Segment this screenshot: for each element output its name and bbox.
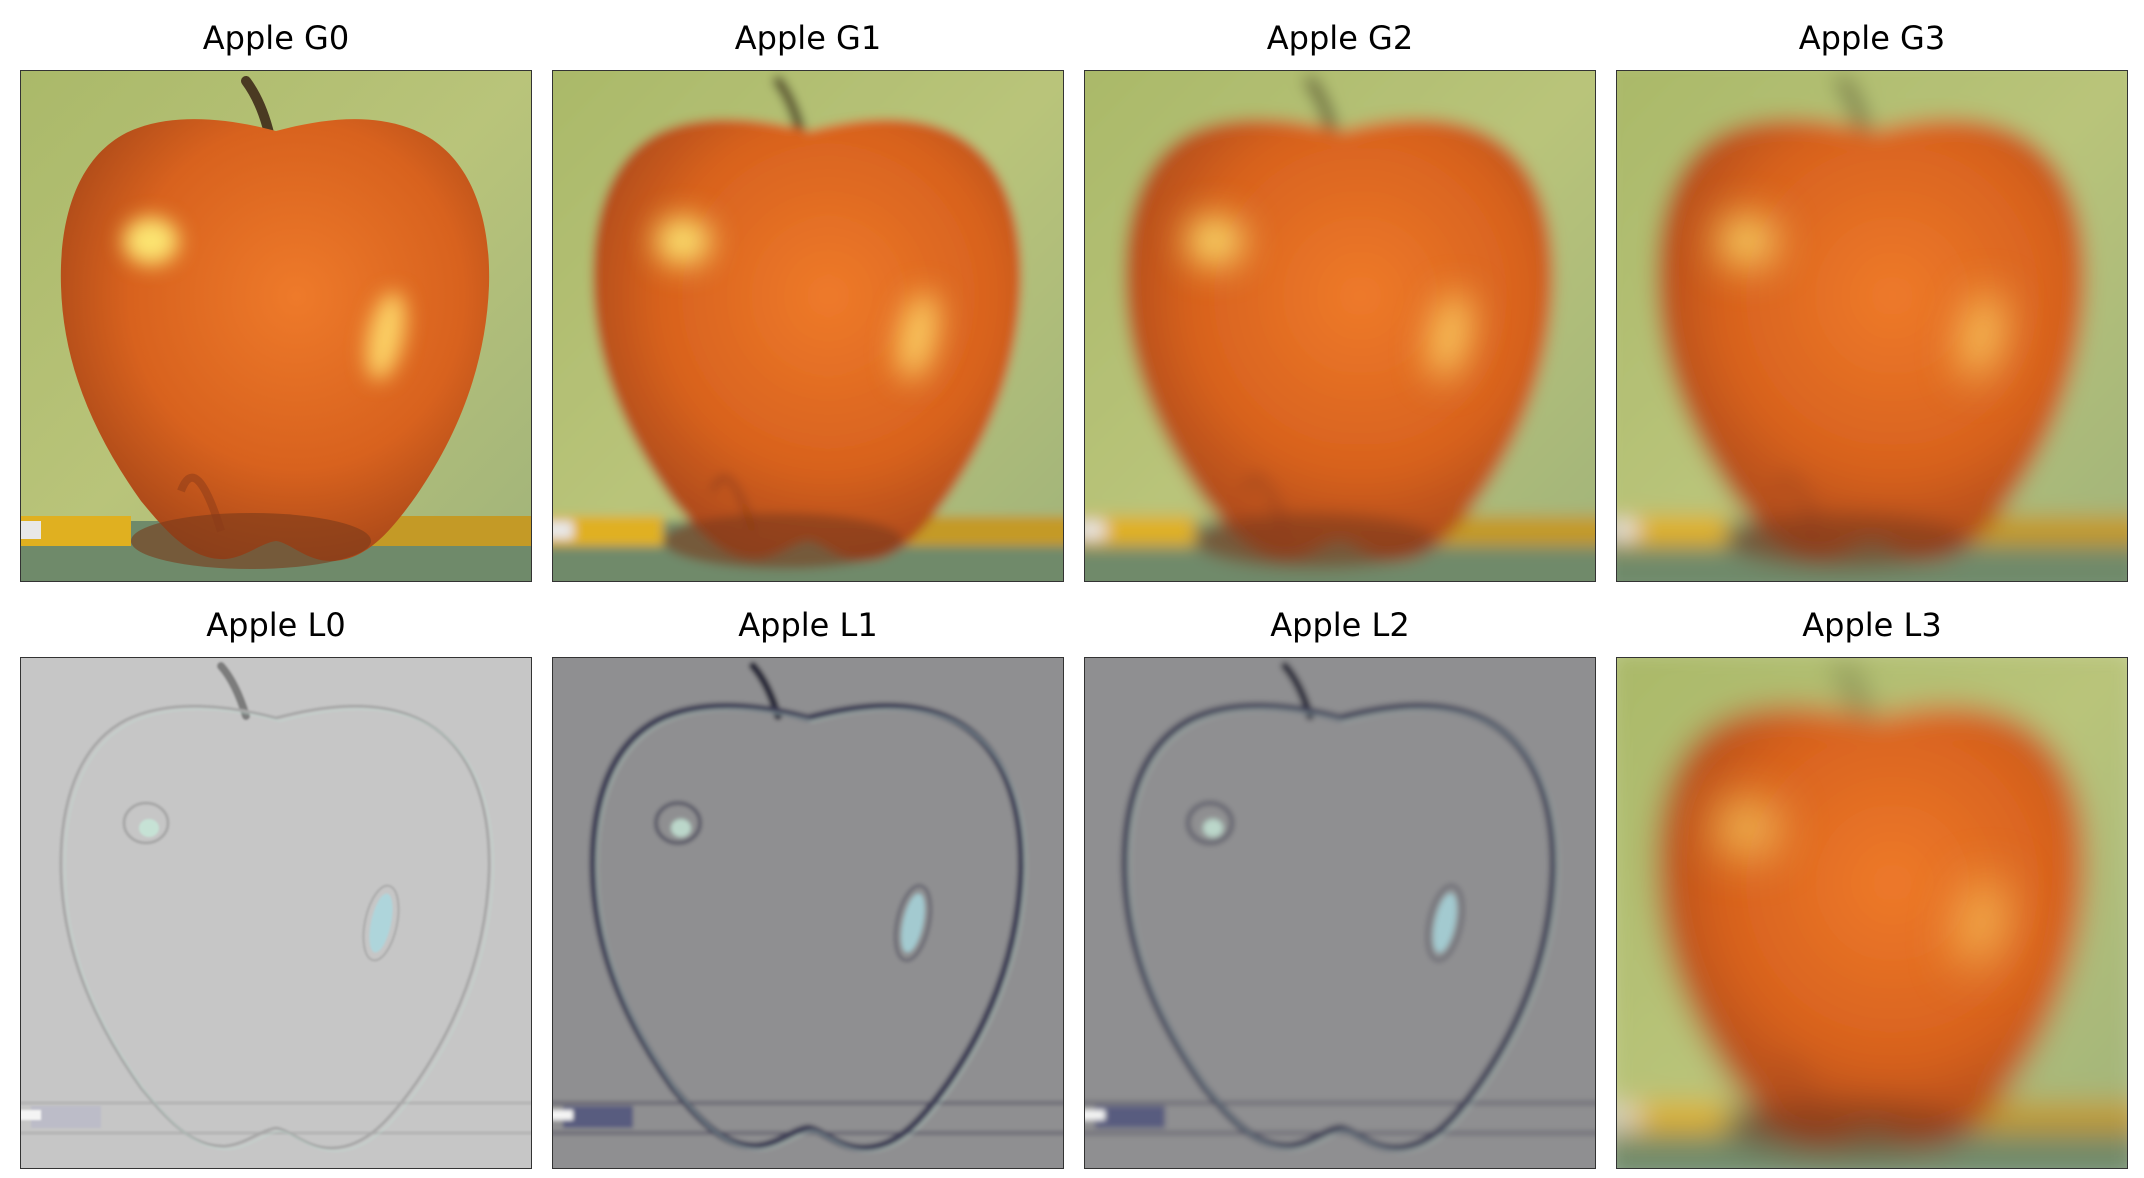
apple-image <box>20 70 532 582</box>
apple-image <box>1084 657 1596 1169</box>
apple-image <box>1084 70 1596 582</box>
apple-image <box>552 657 1064 1169</box>
panel-title: Apple G3 <box>1798 19 1946 57</box>
panel-title: Apple G2 <box>1266 19 1414 57</box>
panel-title: Apple L0 <box>206 606 346 644</box>
panel-title: Apple L3 <box>1802 606 1942 644</box>
panel-title: Apple L1 <box>738 606 878 644</box>
apple-image <box>1616 70 2128 582</box>
apple-image <box>1616 657 2128 1169</box>
apple-image <box>20 657 532 1169</box>
panel-title: Apple G0 <box>202 19 350 57</box>
panel-title: Apple L2 <box>1270 606 1410 644</box>
panel-title: Apple G1 <box>734 19 882 57</box>
apple-image <box>552 70 1064 582</box>
